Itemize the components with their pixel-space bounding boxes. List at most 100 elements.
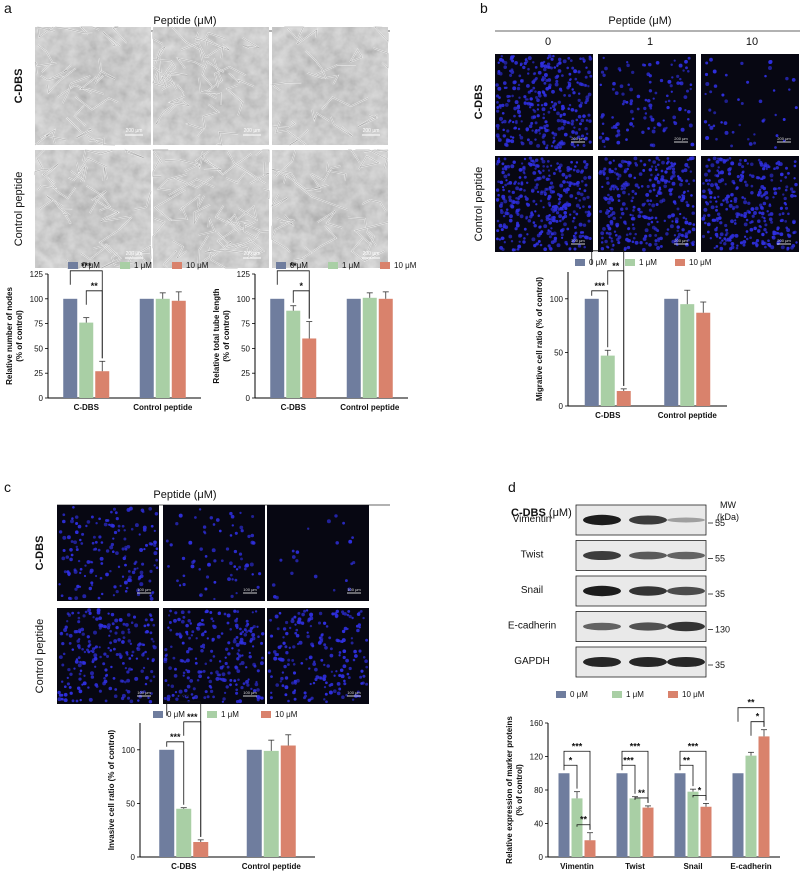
nucleus-dot (502, 134, 507, 138)
tube-edge (47, 68, 76, 94)
bar (155, 298, 170, 398)
nucleus-dot (235, 688, 239, 692)
nucleus-dot (719, 241, 723, 245)
nucleus-dot (126, 507, 131, 512)
nucleus-dot (580, 192, 584, 197)
nucleus-dot (671, 170, 676, 175)
nucleus-dot (103, 652, 107, 656)
nucleus-dot (648, 208, 652, 212)
nucleus-dot (556, 118, 561, 123)
nucleus-dot (781, 212, 785, 216)
nucleus-dot (543, 81, 547, 85)
tube-edge (215, 205, 250, 225)
nucleus-dot (621, 202, 626, 206)
nucleus-dot (775, 166, 779, 170)
nucleus-dot (634, 240, 639, 245)
nucleus-dot (178, 584, 182, 587)
nucleus-dot (575, 118, 579, 122)
y-tick-label: 100 (122, 746, 136, 755)
nucleus-dot (328, 690, 333, 695)
nucleus-dot (626, 245, 631, 250)
tile-background (598, 54, 696, 150)
nucleus-dot (63, 692, 68, 697)
nucleus-dot (586, 195, 590, 200)
nucleus-dot (735, 205, 739, 209)
nucleus-dot (127, 570, 131, 573)
nucleus-dot (572, 216, 576, 220)
nucleus-dot (665, 161, 669, 165)
bar (745, 755, 757, 857)
nucleus-dot (659, 191, 663, 195)
nucleus-dot (293, 697, 297, 701)
nucleus-dot (145, 543, 148, 547)
nucleus-dot (713, 196, 717, 200)
nucleus-dot (78, 677, 82, 681)
nucleus-dot (767, 242, 771, 247)
nucleus-dot (222, 697, 226, 701)
nucleus-dot (642, 247, 646, 252)
y-tick-label: 125 (30, 270, 44, 279)
nucleus-dot (546, 62, 551, 66)
significance-label: ** (683, 755, 691, 765)
nucleus-dot (237, 678, 240, 682)
nucleus-dot (499, 246, 503, 250)
nucleus-dot (511, 136, 515, 139)
nucleus-dot (601, 139, 606, 143)
nucleus-dot (236, 669, 241, 673)
nucleus-dot (538, 231, 543, 236)
nucleus-dot (267, 669, 272, 673)
nucleus-dot (148, 506, 153, 511)
nucleus-dot (701, 234, 706, 239)
nucleus-dot (83, 574, 87, 578)
nucleus-dot (166, 697, 171, 702)
nucleus-dot (150, 637, 154, 641)
nucleus-dot (558, 219, 562, 223)
nucleus-dot (691, 205, 695, 208)
significance-bracket (563, 764, 578, 789)
tube-edge (216, 132, 239, 146)
nucleus-dot (548, 186, 552, 189)
nucleus-dot (113, 585, 117, 589)
nucleus-dot (770, 220, 774, 224)
nucleus-dot (567, 107, 570, 110)
nucleus-dot (584, 165, 588, 170)
nucleus-dot (70, 553, 74, 557)
nucleus-dot (535, 129, 538, 132)
nucleus-dot (659, 199, 664, 204)
nucleus-dot (148, 700, 153, 704)
nucleus-dot (542, 140, 546, 144)
nucleus-dot (556, 146, 559, 150)
nucleus-dot (659, 78, 664, 83)
nucleus-dot (125, 689, 128, 692)
nucleus-dot (207, 562, 211, 567)
tube-edge (362, 199, 386, 212)
nucleus-dot (127, 639, 132, 643)
nucleus-dot (171, 693, 175, 697)
nucleus-dot (287, 658, 291, 662)
nucleus-dot (243, 567, 247, 571)
nucleus-dot (618, 69, 622, 72)
nucleus-dot (220, 559, 224, 563)
nucleus-dot (309, 682, 312, 686)
nucleus-dot (626, 61, 629, 64)
nucleus-dot (221, 677, 226, 682)
nucleus-dot (686, 89, 689, 93)
nucleus-dot (198, 568, 201, 571)
nucleus-dot (787, 212, 790, 216)
nucleus-dot (709, 237, 712, 240)
nucleus-dot (179, 658, 183, 663)
nucleus-dot (212, 655, 216, 658)
significance-label: *** (594, 281, 605, 291)
bar (758, 736, 770, 857)
nucleus-dot (691, 240, 695, 244)
nucleus-dot (644, 234, 648, 238)
nucleus-dot (602, 56, 605, 60)
nucleus-dot (562, 180, 566, 184)
nucleus-dot (527, 72, 530, 75)
nucleus-dot (351, 698, 355, 701)
nucleus-dot (540, 157, 544, 161)
nucleus-dot (512, 160, 516, 164)
nucleus-dot (532, 108, 535, 112)
nucleus-dot (290, 619, 295, 624)
nucleus-dot (236, 610, 240, 614)
